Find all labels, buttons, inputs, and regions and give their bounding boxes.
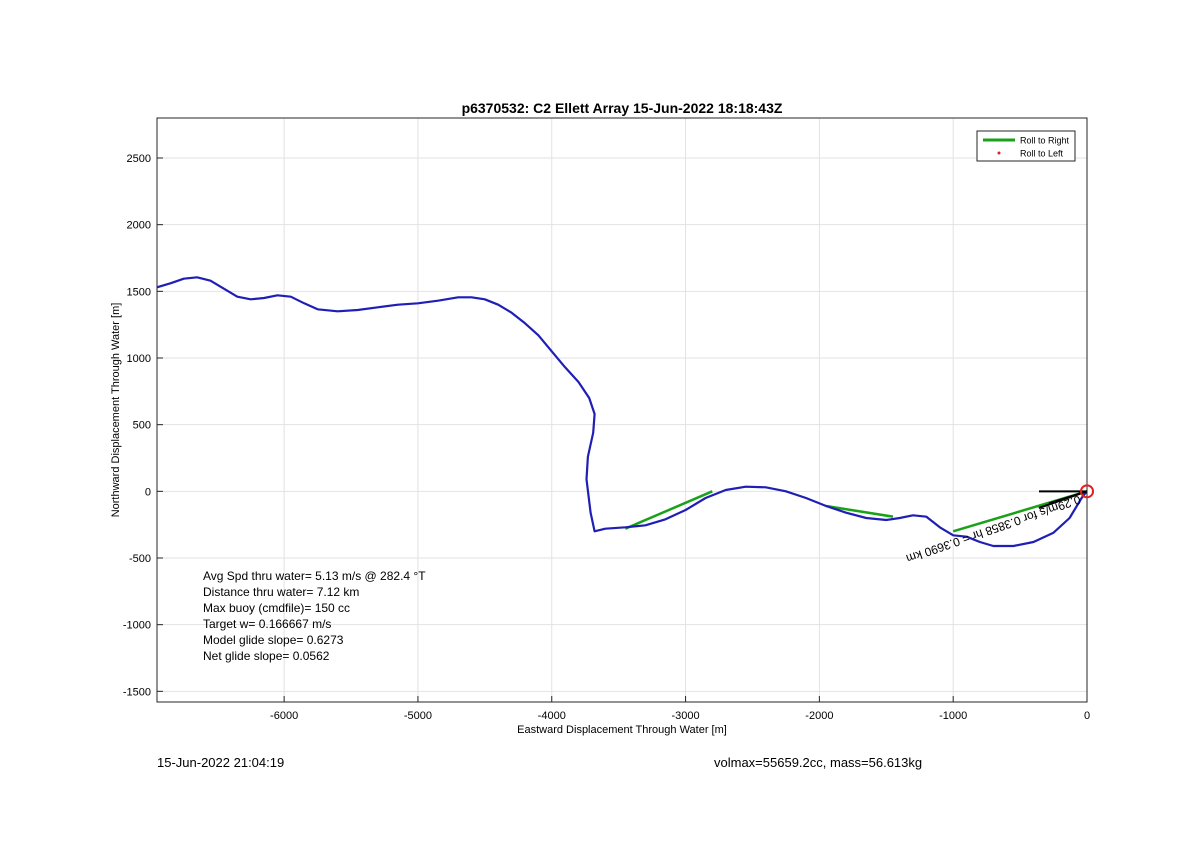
stats-annotation: Max buoy (cmdfile)= 150 cc (203, 601, 350, 615)
x-tick-label: 0 (1084, 710, 1090, 722)
x-tick-label: -3000 (671, 710, 699, 722)
x-tick-label: -2000 (805, 710, 833, 722)
y-tick-label: 2500 (127, 153, 151, 165)
legend-label: Roll to Left (1020, 149, 1064, 159)
y-tick-label: 0 (145, 486, 151, 498)
legend: Roll to Right Roll to Left (976, 130, 1076, 162)
x-tick-label: -5000 (404, 710, 432, 722)
y-tick-label: 2000 (127, 220, 151, 232)
footer-volmass: volmax=55659.2cc, mass=56.613kg (714, 755, 923, 770)
stats-annotation: Avg Spd thru water= 5.13 m/s @ 282.4 °T (203, 569, 426, 583)
y-tick-label: 1500 (127, 286, 151, 298)
track-line (157, 276, 1087, 548)
roll-right-segment (624, 490, 713, 530)
y-tick-label: -500 (129, 553, 151, 565)
legend-label: Roll to Right (1020, 136, 1070, 146)
stats-annotation: Net glide slope= 0.0562 (203, 649, 330, 663)
endpoint-marker (1080, 484, 1094, 499)
y-axis-label: Northward Displacement Through Water [m] (110, 303, 122, 518)
x-tick-label: -6000 (270, 710, 298, 722)
x-tick-label: -1000 (939, 710, 967, 722)
y-tick-label: -1000 (123, 620, 151, 632)
chart-title: p6370532: C2 Ellett Array 15-Jun-2022 18… (462, 100, 783, 116)
y-tick-label: 1000 (127, 353, 151, 365)
stats-annotation: Model glide slope= 0.6273 (203, 633, 344, 647)
stats-annotation: Distance thru water= 7.12 km (203, 585, 359, 599)
axes-box (156, 117, 1088, 703)
y-tick-label: 500 (133, 420, 151, 432)
x-axis-label: Eastward Displacement Through Water [m] (517, 724, 727, 736)
x-tick-label: -4000 (538, 710, 566, 722)
legend-box (976, 130, 1076, 162)
stats-annotation: Target w= 0.166667 m/s (203, 617, 331, 631)
y-tick-label: -1500 (123, 686, 151, 698)
footer-timestamp: 15-Jun-2022 21:04:19 (157, 755, 285, 770)
legend-swatch-dot (997, 151, 1001, 155)
roll-right-segment (825, 504, 894, 518)
plot-area (157, 118, 1087, 702)
